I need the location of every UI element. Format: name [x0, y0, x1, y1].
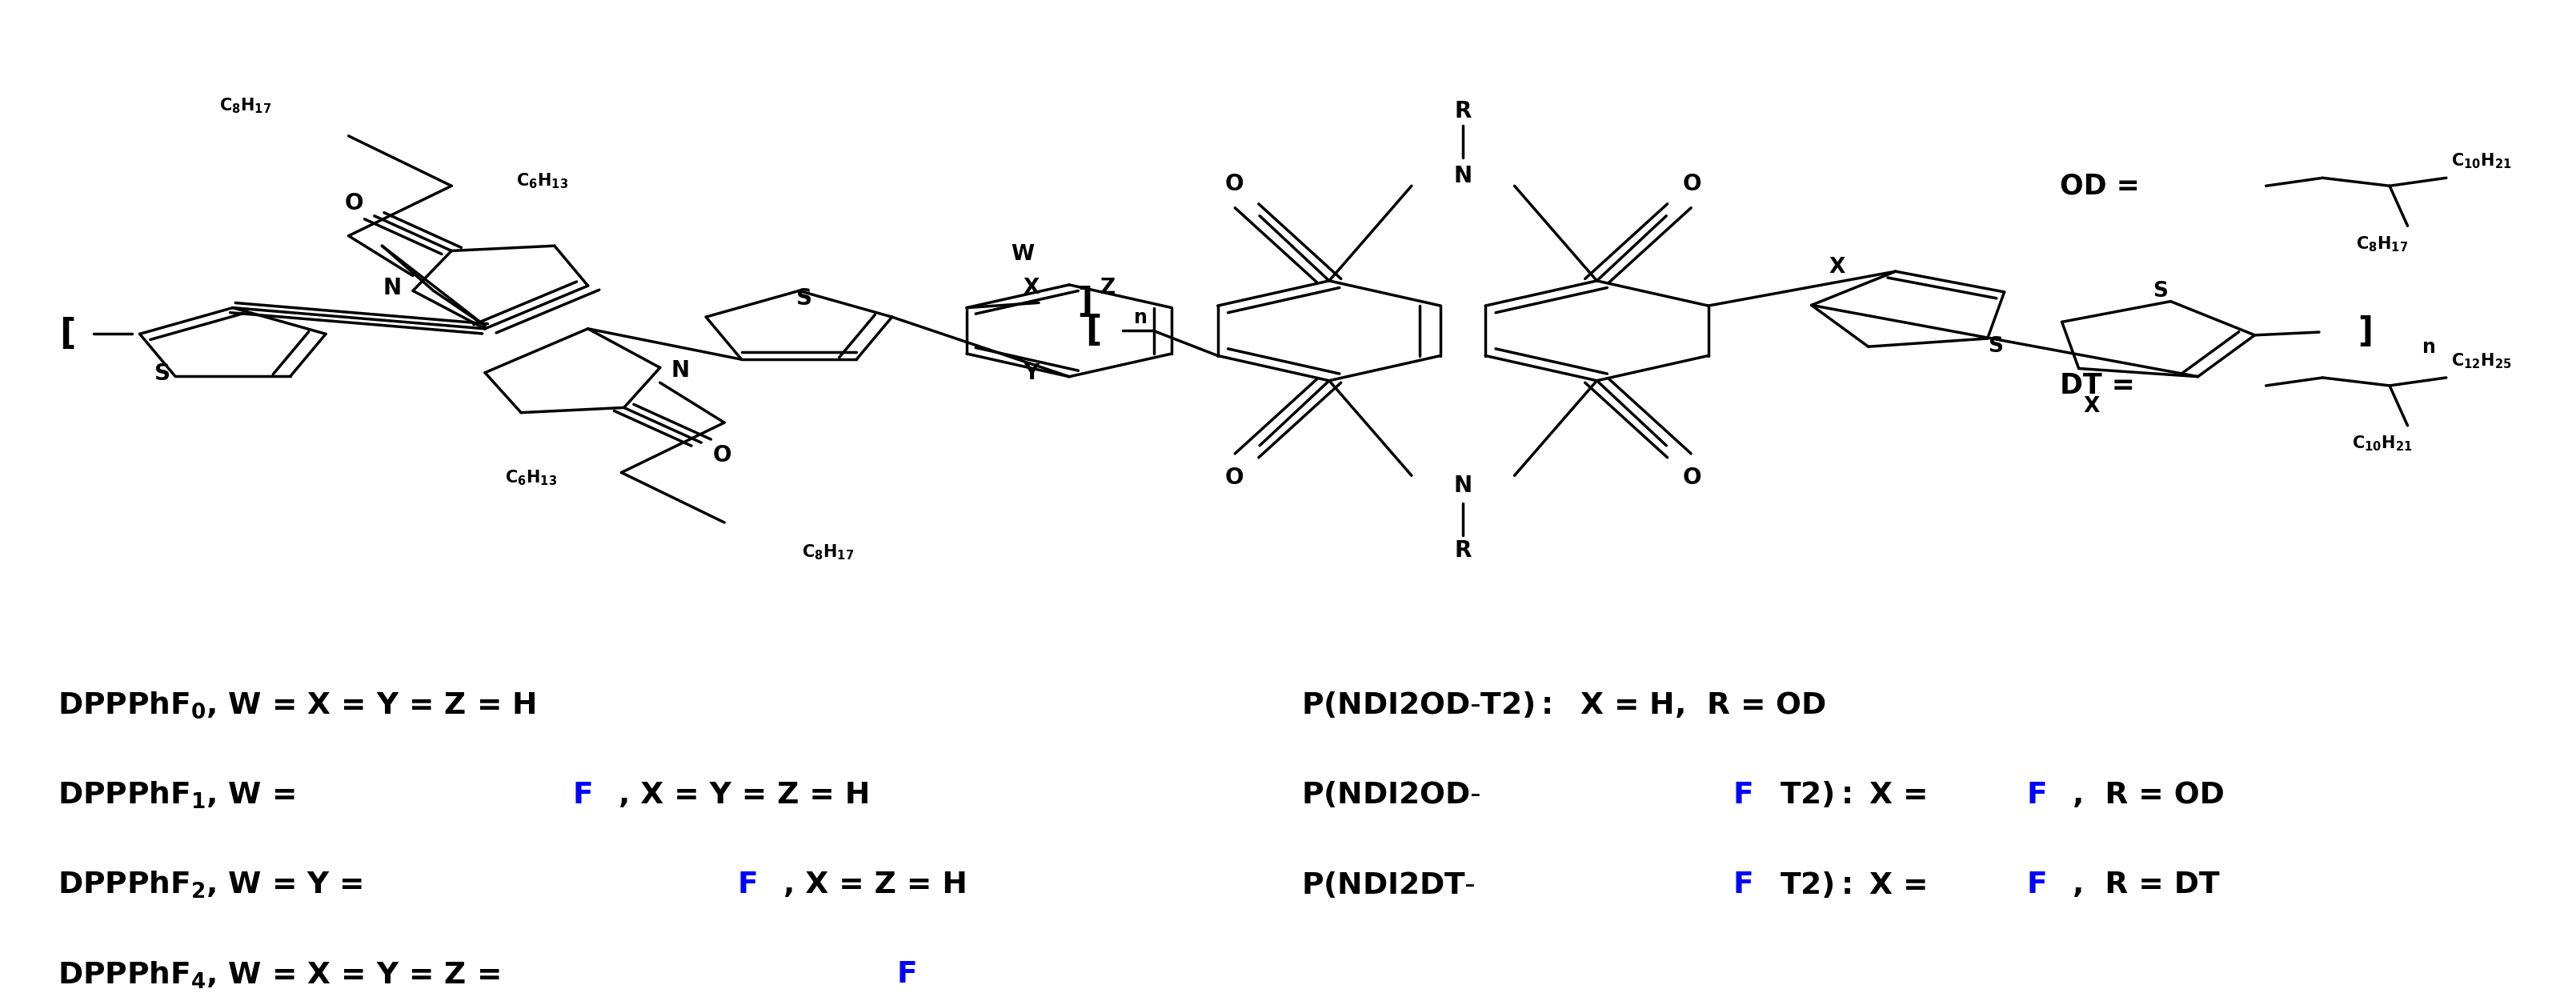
Text: , X = Z = H: , X = Z = H	[783, 871, 969, 900]
Text: $\mathbf{DPPPhF_2}$, W = Y =: $\mathbf{DPPPhF_2}$, W = Y =	[57, 870, 366, 900]
Text: Z: Z	[1100, 277, 1115, 298]
Text: S: S	[155, 362, 170, 384]
Text: [: [	[1084, 313, 1103, 348]
Text: $\mathbf{C_{12}H_{25}}$: $\mathbf{C_{12}H_{25}}$	[2452, 351, 2512, 370]
Text: ]: ]	[2357, 315, 2372, 349]
Text: $\mathbf{T2):}$ X =: $\mathbf{T2):}$ X =	[1780, 870, 1929, 900]
Text: [: [	[59, 316, 75, 351]
Text: F: F	[2027, 781, 2048, 810]
Text: S: S	[1989, 336, 2002, 357]
Text: W: W	[1012, 244, 1036, 265]
Text: $\mathbf{P(NDI2OD\text{-}}$: $\mathbf{P(NDI2OD\text{-}}$	[1301, 781, 1481, 810]
Text: n: n	[1133, 308, 1146, 327]
Text: , X = Y = Z = H: , X = Y = Z = H	[618, 781, 871, 810]
Text: $\mathbf{DPPPhF_1}$, W =: $\mathbf{DPPPhF_1}$, W =	[57, 780, 299, 811]
Text: DT =: DT =	[2061, 372, 2136, 399]
Text: O: O	[1682, 173, 1703, 195]
Text: ,  R = DT: , R = DT	[2074, 871, 2221, 900]
Text: $\mathbf{C_8H_{17}}$: $\mathbf{C_8H_{17}}$	[2357, 234, 2409, 253]
Text: R: R	[1455, 100, 1471, 122]
Text: $\mathbf{C_8H_{17}}$: $\mathbf{C_8H_{17}}$	[801, 543, 853, 562]
Text: F: F	[1734, 781, 1754, 810]
Text: N: N	[1453, 474, 1473, 496]
Text: Y: Y	[1023, 363, 1038, 384]
Text: O: O	[714, 444, 732, 466]
Text: $\mathbf{C_{10}H_{21}}$: $\mathbf{C_{10}H_{21}}$	[2452, 151, 2512, 170]
Text: N: N	[672, 359, 690, 381]
Text: $\mathbf{DPPPhF_0}$, W = X = Y = Z = H: $\mathbf{DPPPhF_0}$, W = X = Y = Z = H	[57, 691, 536, 721]
Text: $\mathbf{T2):}$ X =: $\mathbf{T2):}$ X =	[1780, 781, 1929, 810]
Text: F: F	[1734, 871, 1754, 900]
Text: F: F	[896, 961, 917, 989]
Text: X: X	[1023, 277, 1041, 298]
Text: N: N	[384, 276, 402, 299]
Text: $\mathbf{C_8H_{17}}$: $\mathbf{C_8H_{17}}$	[219, 96, 270, 115]
Text: n: n	[2421, 337, 2434, 356]
Text: R: R	[1455, 540, 1471, 562]
Text: X: X	[1829, 257, 1844, 277]
Text: ,  R = OD: , R = OD	[2074, 781, 2226, 810]
Text: $\mathbf{C_{10}H_{21}}$: $\mathbf{C_{10}H_{21}}$	[2352, 434, 2411, 453]
Text: X: X	[2084, 396, 2099, 416]
Text: ]: ]	[1077, 286, 1092, 319]
Text: $\mathbf{P(NDI2DT\text{-}}$: $\mathbf{P(NDI2DT\text{-}}$	[1301, 870, 1476, 900]
Text: N: N	[1453, 165, 1473, 187]
Text: O: O	[1224, 173, 1244, 195]
Text: O: O	[345, 191, 363, 214]
Text: O: O	[1682, 466, 1703, 488]
Text: OD =: OD =	[2061, 172, 2141, 199]
Text: $\mathbf{P(NDI2OD\text{-}T2):}$  X = H,  R = OD: $\mathbf{P(NDI2OD\text{-}T2):}$ X = H, R…	[1301, 691, 1826, 720]
Text: S: S	[796, 287, 811, 310]
Text: O: O	[1224, 466, 1244, 488]
Text: S: S	[2154, 281, 2169, 301]
Text: $\mathbf{DPPPhF_4}$, W = X = Y = Z =: $\mathbf{DPPPhF_4}$, W = X = Y = Z =	[57, 960, 502, 990]
Text: $\mathbf{C_6H_{13}}$: $\mathbf{C_6H_{13}}$	[515, 171, 567, 190]
Text: F: F	[737, 871, 757, 900]
Text: F: F	[572, 781, 592, 810]
Text: $\mathbf{C_6H_{13}}$: $\mathbf{C_6H_{13}}$	[505, 468, 556, 486]
Text: F: F	[2027, 871, 2048, 900]
